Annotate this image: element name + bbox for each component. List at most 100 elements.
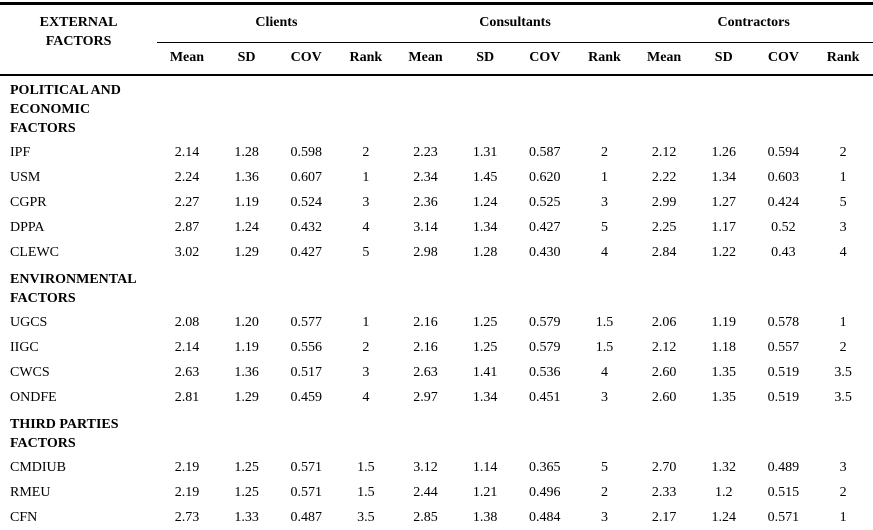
- contractors-cov-header: COV: [753, 42, 814, 76]
- factor-label: UGCS: [10, 314, 48, 330]
- contractors-rank-cell: 2: [839, 484, 847, 500]
- clients-mean-cell: 2.19: [174, 484, 200, 500]
- consultants-sd-header: SD: [455, 42, 515, 76]
- consultants-sd-cell: 1.14: [472, 459, 498, 475]
- clients-sd-cell: 1.19: [234, 339, 259, 355]
- clients-sd-cell: 1.36: [234, 169, 259, 185]
- group-header-consultants: Consultants: [395, 3, 635, 43]
- contractors-rank-cell: 3.5: [834, 364, 852, 380]
- clients-rank-cell: 3.5: [357, 509, 375, 525]
- contractors-sd-cell: 1.34: [711, 169, 737, 185]
- clients-sd-cell: 1.29: [234, 389, 259, 405]
- consultants-sd-cell: 1.45: [472, 169, 498, 185]
- consultants-mean-cell: 2.97: [413, 389, 438, 405]
- clients-sd-cell: 1.29: [234, 244, 259, 260]
- table-row: CMDIUB 2.19 1.25 0.571 1.5 3.12 1.14 0.365 5 2.70…: [0, 455, 873, 480]
- contractors-rank-header: Rank: [813, 42, 873, 76]
- consultants-sd-cell: 1.38: [472, 509, 498, 525]
- clients-rank-cell: 3: [362, 194, 370, 210]
- contractors-cov-cell: 0.594: [767, 144, 800, 160]
- contractors-rank-cell: 5: [839, 194, 847, 210]
- consultants-cov-cell: 0.525: [529, 194, 561, 210]
- clients-cov-cell: 0.598: [290, 144, 322, 160]
- consultants-cov-cell: 0.430: [529, 244, 561, 260]
- section-title-filler: [157, 410, 873, 455]
- consultants-rank-cell: 4: [600, 244, 608, 260]
- clients-mean-cell: 2.14: [174, 339, 200, 355]
- clients-cov-cell: 0.432: [290, 219, 322, 235]
- consultants-cov-header: COV: [514, 42, 575, 76]
- clients-cov-header: COV: [276, 42, 337, 76]
- consultants-rank-header: Rank: [574, 42, 635, 76]
- clients-cov-cell: 0.427: [290, 244, 322, 260]
- consultants-mean-cell: 2.36: [413, 194, 438, 210]
- factor-label: CWCS: [10, 364, 50, 380]
- clients-rank-header: Rank: [336, 42, 396, 76]
- section-title: THIRD PARTIES FACTORS: [0, 410, 157, 455]
- clients-rank-cell: 1.5: [357, 484, 375, 500]
- factor-column-header: EXTERNAL FACTORS: [0, 3, 158, 76]
- clients-rank-cell: 1: [362, 314, 370, 330]
- table-body: POLITICAL AND ECONOMIC FACTORS IPF 2.14 1.2…: [0, 75, 873, 530]
- clients-sd-cell: 1.20: [234, 314, 259, 330]
- contractors-cov-cell: 0.43: [771, 244, 796, 260]
- consultants-rank-cell: 1.5: [595, 339, 614, 355]
- clients-mean-cell: 2.81: [174, 389, 200, 405]
- factor-label: CMDIUB: [10, 459, 67, 475]
- factor-label: IIGC: [10, 339, 39, 355]
- group-header-clients: Clients: [157, 3, 396, 43]
- contractors-rank-cell: 3.5: [834, 389, 852, 405]
- consultants-sd-cell: 1.28: [472, 244, 498, 260]
- factor-label: IPF: [10, 144, 31, 160]
- clients-rank-cell: 4: [362, 389, 370, 405]
- consultants-cov-cell: 0.620: [529, 169, 561, 185]
- consultants-cov-cell: 0.365: [529, 459, 561, 475]
- contractors-sd-cell: 1.2: [715, 484, 733, 500]
- section-title-label: THIRD PARTIES FACTORS: [10, 417, 119, 451]
- clients-mean-cell: 2.73: [174, 509, 200, 525]
- contractors-cov-cell: 0.424: [767, 194, 800, 210]
- table-row: CLEWC 3.02 1.29 0.427 5 2.98 1.28 0.430 4 2.84 1.2…: [0, 240, 873, 265]
- clients-mean-cell: 2.63: [174, 364, 200, 380]
- table-row: IPF 2.14 1.28 0.598 2 2.23 1.31 0.587 2 2.12 1.26 0…: [0, 140, 873, 165]
- clients-rank-cell: 1.5: [357, 459, 375, 475]
- section-title-row: POLITICAL AND ECONOMIC FACTORS: [0, 75, 873, 140]
- consultants-mean-cell: 3.12: [413, 459, 438, 475]
- consultants-rank-cell: 5: [600, 459, 608, 475]
- factor-label: ONDFE: [10, 389, 57, 405]
- contractors-sd-cell: 1.17: [711, 219, 737, 235]
- consultants-sd-cell: 1.25: [472, 339, 498, 355]
- contractors-mean-cell: 2.99: [651, 194, 677, 210]
- clients-mean-cell: 2.19: [174, 459, 200, 475]
- factor-label: CLEWC: [10, 244, 59, 260]
- contractors-sd-cell: 1.22: [711, 244, 737, 260]
- table-row: DPPA 2.87 1.24 0.432 4 3.14 1.34 0.427 5 2.25 1.17…: [0, 215, 873, 240]
- consultants-cov-cell: 0.451: [529, 389, 561, 405]
- clients-sd-header: SD: [216, 42, 277, 76]
- contractors-mean-cell: 2.12: [651, 339, 677, 355]
- consultants-mean-header: Mean: [395, 42, 456, 76]
- group-header-contractors: Contractors: [634, 3, 873, 43]
- consultants-cov-cell: 0.427: [529, 219, 561, 235]
- factor-label: DPPA: [10, 219, 45, 235]
- table-row: ONDFE 2.81 1.29 0.459 4 2.97 1.34 0.451 3 2.60 1.3…: [0, 385, 873, 410]
- contractors-mean-cell: 2.33: [651, 484, 677, 500]
- consultants-mean-cell: 2.34: [413, 169, 438, 185]
- contractors-sd-cell: 1.19: [711, 314, 737, 330]
- contractors-mean-cell: 2.17: [651, 509, 677, 525]
- clients-mean-cell: 2.87: [174, 219, 200, 235]
- consultants-mean-cell: 2.44: [413, 484, 438, 500]
- metric-header-row: Mean SD COV Rank Mean SD COV Rank Mean S…: [0, 42, 873, 76]
- consultants-sd-cell: 1.21: [472, 484, 498, 500]
- consultants-rank-cell: 2: [600, 484, 608, 500]
- consultants-sd-cell: 1.31: [472, 144, 498, 160]
- consultants-rank-cell: 1.5: [595, 314, 614, 330]
- consultants-cov-cell: 0.579: [529, 339, 561, 355]
- consultants-cov-cell: 0.579: [529, 314, 561, 330]
- consultants-sd-cell: 1.41: [472, 364, 498, 380]
- consultants-rank-cell: 3: [600, 194, 608, 210]
- table-row: CWCS 2.63 1.36 0.517 3 2.63 1.41 0.536 4 2.60 1.35…: [0, 360, 873, 385]
- clients-sd-cell: 1.28: [234, 144, 259, 160]
- clients-rank-cell: 4: [362, 219, 370, 235]
